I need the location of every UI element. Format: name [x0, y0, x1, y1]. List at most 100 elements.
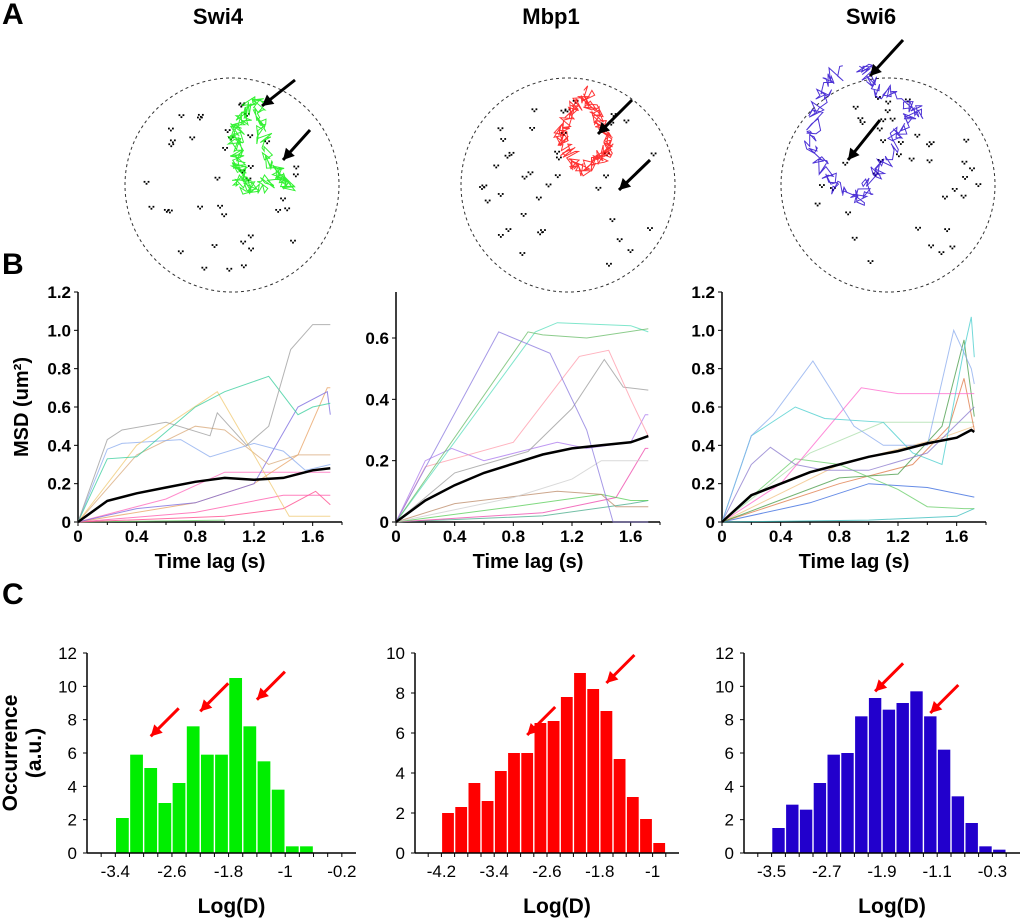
localization-spot — [533, 127, 536, 129]
histogram-swi4: -3.4 -2.6 -1.8 -1 -0.2 0 2 4 6 8 10 12 Log(D) Occurre… — [0, 644, 356, 918]
localization-spot — [616, 238, 619, 241]
x-tick-label: -1.1 — [923, 862, 952, 881]
localization-spot — [930, 159, 933, 162]
localization-spot — [531, 108, 534, 111]
localization-spot — [242, 242, 245, 245]
localization-spot — [940, 253, 943, 256]
histogram-bar — [229, 678, 243, 853]
y-tick-label: 0 — [68, 844, 77, 863]
localization-spot — [967, 138, 970, 141]
localization-spot — [286, 209, 289, 212]
localization-spot — [652, 154, 655, 157]
localization-spot — [290, 239, 292, 242]
localization-spot — [168, 143, 171, 146]
localization-spot — [522, 215, 525, 217]
localization-spot — [521, 254, 524, 256]
localization-spot — [880, 127, 883, 130]
localization-spot — [965, 160, 968, 163]
histogram-bar — [882, 709, 896, 853]
localization-spot — [199, 118, 201, 121]
localization-spot — [213, 246, 216, 248]
msd-line-track-pink2 — [77, 494, 331, 523]
localization-spot — [612, 115, 615, 117]
localization-spot — [197, 205, 199, 208]
localization-spot — [224, 129, 227, 131]
localization-spot — [493, 164, 496, 167]
localization-spot — [539, 233, 542, 236]
histogram-bar — [640, 819, 652, 853]
msd-line-track-tan — [77, 425, 331, 523]
localization-spot — [537, 198, 540, 201]
localization-spot — [179, 252, 182, 255]
histogram-bar — [587, 689, 600, 853]
histogram-swi6: -3.5 -2.7 -1.9 -1.1 -0.3 0 2 4 6 8 10 12 Log(D) — [715, 644, 1020, 918]
localization-spot — [226, 267, 229, 270]
msd-line-track-purple — [721, 406, 975, 523]
localization-spot — [240, 264, 243, 267]
localization-spot — [211, 244, 214, 246]
localization-spot — [221, 204, 223, 207]
localization-spot — [554, 150, 557, 153]
localization-spot — [882, 120, 885, 123]
localization-spot — [852, 105, 855, 108]
x-tick-label: -3.4 — [101, 862, 130, 881]
localization-spot — [556, 152, 559, 155]
x-tick-label: 0 — [391, 527, 400, 546]
histogram-bar — [158, 803, 172, 853]
localization-spot — [502, 140, 505, 142]
localization-spot — [832, 189, 834, 191]
localization-spot — [499, 195, 502, 197]
y-tick-label: 4 — [396, 764, 405, 783]
molecule-track — [553, 85, 614, 177]
localization-spot — [979, 183, 982, 186]
localization-spot — [197, 116, 199, 119]
localization-spot — [277, 210, 280, 213]
localization-spot — [189, 136, 192, 139]
localization-spot — [606, 262, 608, 265]
msd-line-track-lightblue — [721, 328, 975, 523]
localization-spot — [620, 238, 623, 241]
localization-spot — [895, 153, 898, 156]
localization-spot — [932, 141, 935, 144]
localization-spot — [147, 180, 150, 183]
localization-spot — [247, 134, 250, 137]
histogram-bar — [257, 761, 271, 853]
localization-spot — [167, 208, 170, 211]
x-tick-label: 0 — [717, 527, 726, 546]
localization-spot — [560, 109, 563, 112]
localization-spot — [926, 159, 929, 162]
localization-spot — [926, 143, 928, 146]
localization-spot — [830, 187, 832, 189]
localization-spot — [649, 229, 651, 231]
nucleus-outline — [124, 77, 340, 293]
histogram-bar — [200, 754, 214, 853]
histogram-bar — [841, 753, 854, 853]
localization-spot — [284, 197, 286, 200]
localization-spot — [167, 127, 170, 130]
localization-spot — [554, 174, 557, 177]
localization-spot — [219, 206, 221, 209]
histogram-bar — [896, 703, 909, 853]
track-arrow-2 — [846, 119, 882, 161]
y-tick-label: 0 — [380, 513, 389, 532]
localization-spot — [946, 230, 949, 233]
msd-plot-mbp1: 0 0.4 0.8 1.2 1.6 0 0.2 0.4 0.6 Time lag (s) — [365, 292, 661, 573]
x-tick-label: -1 — [645, 862, 660, 881]
localization-spot — [845, 211, 848, 214]
msd-line-track-gray — [77, 324, 331, 523]
localization-spot — [953, 245, 956, 248]
localization-spot — [572, 99, 575, 102]
x-tick-label: 0.4 — [443, 527, 467, 546]
peak-arrow-2 — [199, 682, 230, 713]
localization-spot — [897, 141, 900, 143]
localization-spot — [618, 240, 621, 243]
localization-spot — [821, 186, 823, 188]
localization-spot — [946, 195, 948, 198]
localization-spot — [607, 174, 609, 177]
histogram-bar — [993, 849, 1006, 853]
localization-spot — [608, 264, 610, 267]
localization-spot — [488, 199, 491, 202]
localization-spot — [242, 266, 245, 269]
localization-spot — [888, 109, 891, 112]
localization-spot — [975, 183, 978, 186]
